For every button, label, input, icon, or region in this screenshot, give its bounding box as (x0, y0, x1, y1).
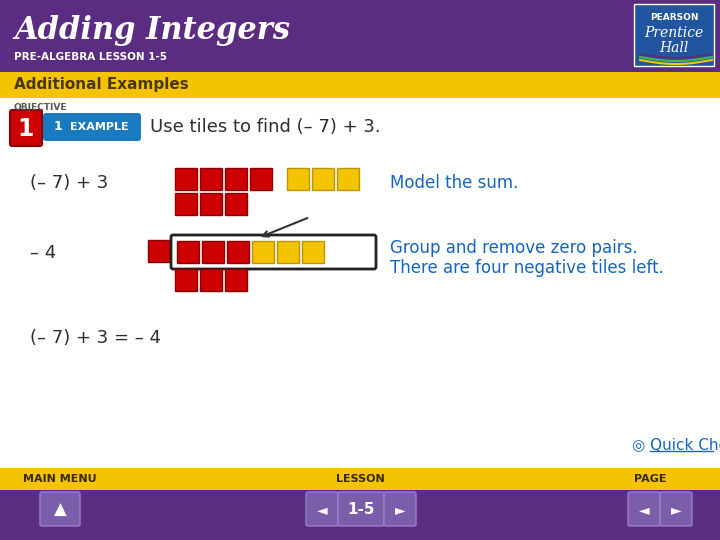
FancyBboxPatch shape (148, 240, 170, 262)
Text: LESSON: LESSON (336, 474, 384, 484)
Text: ◎ Quick Check: ◎ Quick Check (632, 438, 720, 454)
FancyBboxPatch shape (10, 110, 42, 146)
Text: Prentice: Prentice (644, 26, 703, 40)
FancyBboxPatch shape (177, 241, 199, 263)
FancyBboxPatch shape (302, 241, 324, 263)
Text: Group and remove zero pairs.: Group and remove zero pairs. (390, 239, 638, 257)
FancyBboxPatch shape (338, 492, 384, 526)
Text: 1: 1 (54, 120, 63, 133)
FancyBboxPatch shape (200, 193, 222, 215)
FancyBboxPatch shape (202, 241, 224, 263)
FancyBboxPatch shape (0, 72, 720, 98)
FancyBboxPatch shape (200, 269, 222, 291)
Text: ►: ► (671, 503, 681, 517)
FancyBboxPatch shape (175, 269, 197, 291)
FancyBboxPatch shape (227, 241, 249, 263)
FancyBboxPatch shape (306, 492, 338, 526)
FancyBboxPatch shape (287, 168, 309, 190)
FancyBboxPatch shape (660, 492, 692, 526)
FancyBboxPatch shape (225, 269, 247, 291)
Text: MAIN MENU: MAIN MENU (23, 474, 96, 484)
FancyBboxPatch shape (200, 168, 222, 190)
FancyBboxPatch shape (337, 168, 359, 190)
FancyBboxPatch shape (40, 492, 80, 526)
Text: – 4: – 4 (30, 244, 56, 262)
FancyBboxPatch shape (225, 168, 247, 190)
FancyBboxPatch shape (175, 168, 197, 190)
Text: Model the sum.: Model the sum. (390, 174, 518, 192)
FancyBboxPatch shape (384, 492, 416, 526)
Text: Additional Examples: Additional Examples (14, 78, 189, 92)
Text: PRE-ALGEBRA LESSON 1-5: PRE-ALGEBRA LESSON 1-5 (14, 52, 167, 62)
FancyBboxPatch shape (225, 193, 247, 215)
Text: Hall: Hall (660, 41, 689, 55)
FancyBboxPatch shape (175, 193, 197, 215)
FancyBboxPatch shape (0, 490, 720, 540)
Text: Adding Integers: Adding Integers (14, 15, 290, 45)
FancyBboxPatch shape (277, 241, 299, 263)
FancyBboxPatch shape (0, 468, 720, 490)
Text: 1-5: 1-5 (347, 503, 374, 517)
FancyBboxPatch shape (43, 113, 141, 141)
Text: PAGE: PAGE (634, 474, 666, 484)
FancyBboxPatch shape (634, 4, 714, 66)
Text: (– 7) + 3 = – 4: (– 7) + 3 = – 4 (30, 329, 161, 347)
Text: PEARSON: PEARSON (649, 12, 698, 22)
FancyBboxPatch shape (252, 241, 274, 263)
Text: Use tiles to find (– 7) + 3.: Use tiles to find (– 7) + 3. (150, 118, 381, 136)
FancyBboxPatch shape (628, 492, 660, 526)
Text: (– 7) + 3: (– 7) + 3 (30, 174, 108, 192)
Text: There are four negative tiles left.: There are four negative tiles left. (390, 259, 664, 277)
Text: OBJECTIVE: OBJECTIVE (14, 103, 68, 111)
FancyBboxPatch shape (312, 168, 334, 190)
FancyBboxPatch shape (0, 0, 720, 72)
Text: EXAMPLE: EXAMPLE (70, 122, 129, 132)
Text: ◄: ◄ (317, 503, 328, 517)
FancyBboxPatch shape (250, 168, 272, 190)
Text: ▲: ▲ (53, 501, 66, 519)
Text: ◄: ◄ (639, 503, 649, 517)
Text: ►: ► (395, 503, 405, 517)
Text: 1: 1 (18, 117, 34, 141)
